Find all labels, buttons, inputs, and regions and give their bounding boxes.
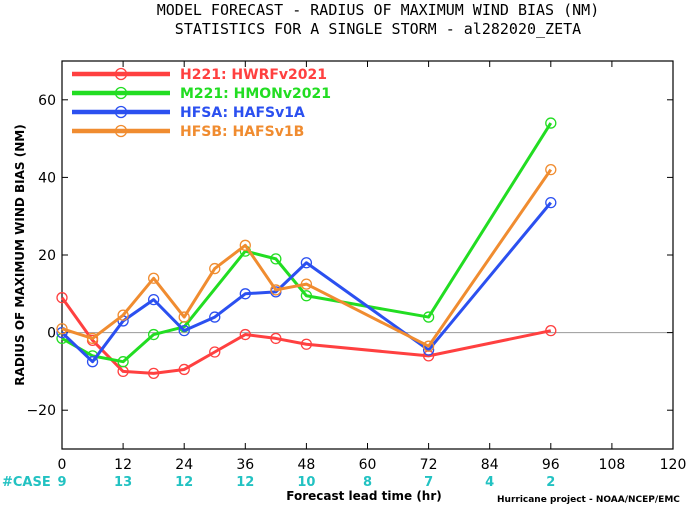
case-label: #CASE (2, 475, 51, 490)
case-count: 13 (114, 475, 132, 490)
y-tick-label: 40 (38, 170, 56, 186)
series-line-h221 (60, 296, 552, 375)
x-tick-label: 12 (114, 457, 132, 473)
x-tick-label: 120 (660, 457, 687, 473)
y-tick-label: 20 (38, 248, 56, 264)
legend-marker (114, 124, 128, 138)
data-point-hfsb (117, 309, 129, 321)
data-point-hfsb (239, 239, 251, 251)
data-point-m221 (270, 253, 282, 265)
x-tick-label: 48 (297, 457, 315, 473)
x-axis-label: Forecast lead time (hr) (286, 489, 442, 503)
legend-marker (114, 105, 128, 119)
y-axis-label: RADIUS OF MAXIMUM WIND BIAS (NM) (13, 124, 27, 385)
y-tick-label: −20 (26, 403, 56, 419)
data-point-m221 (545, 117, 557, 129)
data-point-m221 (422, 311, 435, 323)
x-tick-label: 36 (236, 457, 254, 473)
legend-marker (114, 67, 128, 81)
series-line-hfsa (60, 201, 552, 364)
case-count: 2 (546, 475, 555, 490)
data-point-hfsa (86, 356, 99, 368)
x-tick-label: 0 (58, 457, 67, 473)
plot-area (61, 60, 674, 450)
data-point-hfsb (86, 332, 99, 345)
data-point-h221 (545, 325, 557, 337)
case-count: 12 (236, 475, 254, 490)
data-point-hfsa (239, 288, 251, 300)
legend-marker (114, 86, 128, 100)
case-count: 8 (363, 475, 372, 490)
data-point-m221 (300, 290, 313, 302)
data-point-hfsa (178, 325, 190, 337)
chart-subtitle: STATISTICS FOR A SINGLE STORM - al282020… (175, 20, 581, 38)
credit-text: Hurricane project - NOAA/NCEP/EMC (497, 495, 680, 505)
chart-title: MODEL FORECAST - RADIUS OF MAXIMUM WIND … (157, 1, 600, 19)
case-count: 7 (424, 475, 433, 490)
data-point-hfsa (300, 257, 313, 269)
data-point-m221 (147, 328, 160, 341)
data-point-hfsb (209, 262, 221, 275)
legend-label: M221: HMONv2021 (180, 86, 331, 102)
x-tick-label: 108 (599, 457, 626, 473)
data-point-hfsb (300, 278, 313, 290)
series-line-hfsb (61, 168, 553, 348)
x-axis-ticks: 0 12 24 36 48 60 72 84 96 108 120 (58, 61, 687, 473)
case-count: 4 (485, 475, 494, 490)
y-tick-label: 60 (38, 93, 56, 109)
x-tick-label: 24 (175, 457, 193, 473)
legend-label: HFSA: HAFSv1A (180, 105, 305, 121)
data-point-h221 (178, 363, 190, 376)
series-line-m221 (61, 122, 553, 364)
x-tick-label: 60 (359, 457, 377, 473)
data-point-hfsa (147, 293, 160, 306)
x-tick-label: 84 (481, 457, 499, 473)
data-point-h221 (209, 346, 221, 358)
data-point-hfsb (422, 340, 435, 352)
data-point-hfsb (56, 323, 68, 335)
data-point-hfsa (56, 326, 68, 339)
data-point-h221 (56, 292, 68, 304)
data-point-hfsb (147, 272, 160, 284)
data-point-hfsb (545, 163, 557, 176)
data-point-h221 (239, 328, 251, 341)
data-point-hfsa (209, 311, 221, 323)
legend-label: HFSB: HAFSv1B (180, 124, 304, 140)
x-tick-label: 96 (542, 457, 560, 473)
data-point-hfsa (545, 196, 557, 209)
data-point-m221 (117, 356, 129, 368)
data-point-h221 (270, 332, 282, 345)
case-count: 10 (297, 475, 315, 490)
y-axis-ticks: −20 0 20 40 60 (26, 93, 673, 419)
case-count: 12 (175, 475, 193, 490)
x-tick-label: 72 (420, 457, 438, 473)
data-point-hfsb (270, 284, 282, 296)
series-layer (56, 117, 557, 379)
legend: H221: HWRFv2021 M221: HMONv2021 HFSA: HAFS… (72, 67, 331, 140)
data-point-h221 (300, 338, 313, 350)
data-point-h221 (147, 367, 160, 379)
case-count: 9 (57, 475, 66, 490)
y-tick-label: 0 (47, 326, 56, 342)
case-counts: 9 13 12 12 10 8 7 4 2 (57, 475, 555, 490)
legend-label: H221: HWRFv2021 (180, 67, 327, 83)
data-point-hfsb (178, 311, 190, 323)
